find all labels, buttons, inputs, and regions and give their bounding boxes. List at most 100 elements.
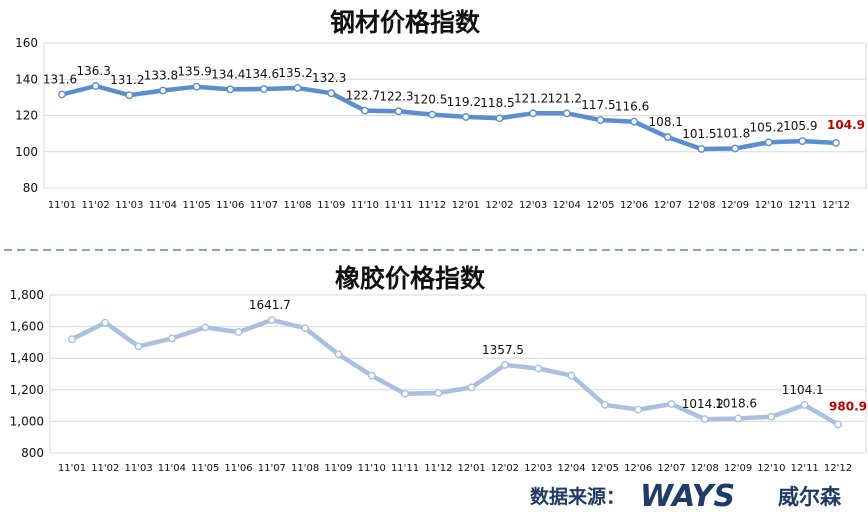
- source-label: 数据来源：: [530, 485, 625, 508]
- data-label: 122.7: [346, 89, 380, 103]
- data-point: [134, 342, 143, 351]
- plot-area: [49, 294, 867, 454]
- data-point: [734, 414, 742, 423]
- data-label: 131.2: [110, 73, 144, 87]
- data-point: [834, 420, 842, 429]
- data-point: [125, 91, 134, 100]
- data-label: 980.9: [829, 399, 867, 413]
- x-tick-label: 11'09: [324, 463, 352, 474]
- data-point: [234, 328, 243, 337]
- data-point: [226, 85, 235, 94]
- x-tick-label: 12'03: [524, 463, 552, 474]
- data-point: [301, 324, 310, 333]
- data-point: [58, 90, 66, 99]
- data-point: [567, 371, 576, 380]
- data-label: 117.5: [581, 98, 615, 112]
- x-tick-label: 12'07: [657, 463, 685, 474]
- x-tick-label: 11'08: [291, 463, 319, 474]
- x-tick-label: 12'09: [721, 200, 749, 211]
- data-point: [101, 318, 110, 327]
- data-point: [600, 400, 609, 409]
- data-label: 108.1: [649, 115, 683, 129]
- x-tick-label: 11'03: [115, 200, 143, 211]
- x-tick-label: 12'01: [458, 463, 486, 474]
- data-label: 122.3: [379, 89, 413, 103]
- data-point: [192, 82, 201, 91]
- x-tick-label: 11'02: [82, 200, 110, 211]
- x-tick-label: 12'07: [654, 200, 682, 211]
- data-label: 121.2: [514, 91, 548, 105]
- x-tick-label: 12'11: [788, 200, 816, 211]
- data-point: [434, 389, 443, 397]
- x-tick-label: 12'11: [791, 463, 819, 474]
- data-label: 136.3: [76, 64, 110, 78]
- y-tick-label: 1,400: [10, 351, 44, 365]
- x-tick-label: 11'01: [48, 200, 76, 211]
- data-point: [394, 107, 403, 116]
- data-point: [562, 109, 571, 118]
- x-tick-label: 11'05: [191, 463, 219, 474]
- data-point: [731, 144, 739, 153]
- x-tick-label: 11'11: [384, 200, 412, 211]
- series-line: [69, 317, 841, 427]
- data-label: 120.5: [413, 93, 447, 107]
- x-tick-label: 12'05: [586, 200, 614, 211]
- data-point: [832, 138, 840, 147]
- data-point: [68, 335, 76, 344]
- x-tick-label: 11'07: [258, 463, 286, 474]
- x-tick-label: 12'08: [691, 463, 719, 474]
- x-tick-label: 12'01: [452, 200, 480, 211]
- x-tick-label: 12'12: [824, 463, 852, 474]
- steel-price-index-chart: 钢材价格指数 80 100 120 140 160 11'01 11'02 11'03 11'0…: [15, 8, 867, 211]
- y-tick-label: 80: [23, 181, 38, 195]
- x-tick-label: 11'07: [250, 200, 278, 211]
- data-point: [634, 405, 643, 414]
- chart-title: 钢材价格指数: [330, 8, 481, 37]
- data-point: [168, 334, 176, 343]
- x-tick-label: 11'04: [149, 200, 177, 211]
- x-tick-label: 12'02: [485, 200, 513, 211]
- data-point: [697, 145, 706, 153]
- data-point: [293, 84, 302, 92]
- x-tick-label: 12'06: [620, 200, 648, 211]
- y-tick-label: 120: [15, 109, 38, 123]
- data-label: 1018.6: [715, 396, 757, 410]
- data-point: [428, 110, 437, 119]
- x-tick-label: 12'06: [624, 463, 652, 474]
- data-point: [159, 86, 167, 95]
- y-tick-label: 1,000: [10, 414, 44, 428]
- data-label: 134.4: [211, 67, 245, 81]
- data-label: 105.9: [783, 119, 817, 133]
- data-label: 101.5: [682, 127, 716, 141]
- data-point: [764, 138, 773, 147]
- x-tick-label: 11'05: [183, 200, 211, 211]
- data-point: [663, 133, 672, 141]
- x-tick-label: 12'10: [757, 463, 785, 474]
- x-tick-label: 12'02: [491, 463, 519, 474]
- x-tick-label: 11'12: [418, 200, 446, 211]
- data-point: [800, 401, 809, 409]
- y-tick-label: 1,600: [10, 320, 44, 334]
- data-source-footer: 数据来源： WAYS 威尔森: [530, 479, 842, 512]
- x-tick-label: 12'04: [557, 463, 585, 474]
- data-label: 132.3: [312, 71, 346, 85]
- data-point: [401, 389, 409, 398]
- data-point: [501, 361, 509, 369]
- ways-logo: WAYS 威尔森: [640, 479, 842, 512]
- chart-title: 橡胶价格指数: [335, 264, 486, 293]
- logo-text: WAYS: [640, 479, 735, 512]
- data-point: [798, 137, 807, 145]
- x-tick-label: 11'10: [351, 200, 379, 211]
- data-label: 134.6: [245, 67, 279, 81]
- data-label: 101.8: [716, 126, 750, 140]
- x-tick-label: 12'09: [724, 463, 752, 474]
- data-label: 133.8: [144, 68, 178, 82]
- x-tick-label: 11'08: [283, 200, 311, 211]
- data-label: 131.6: [43, 72, 77, 86]
- x-tick-label: 11'03: [125, 463, 153, 474]
- data-point: [327, 89, 336, 98]
- x-tick-label: 11'06: [216, 200, 244, 211]
- data-label: 121.2: [548, 91, 582, 105]
- y-tick-label: 140: [15, 72, 38, 86]
